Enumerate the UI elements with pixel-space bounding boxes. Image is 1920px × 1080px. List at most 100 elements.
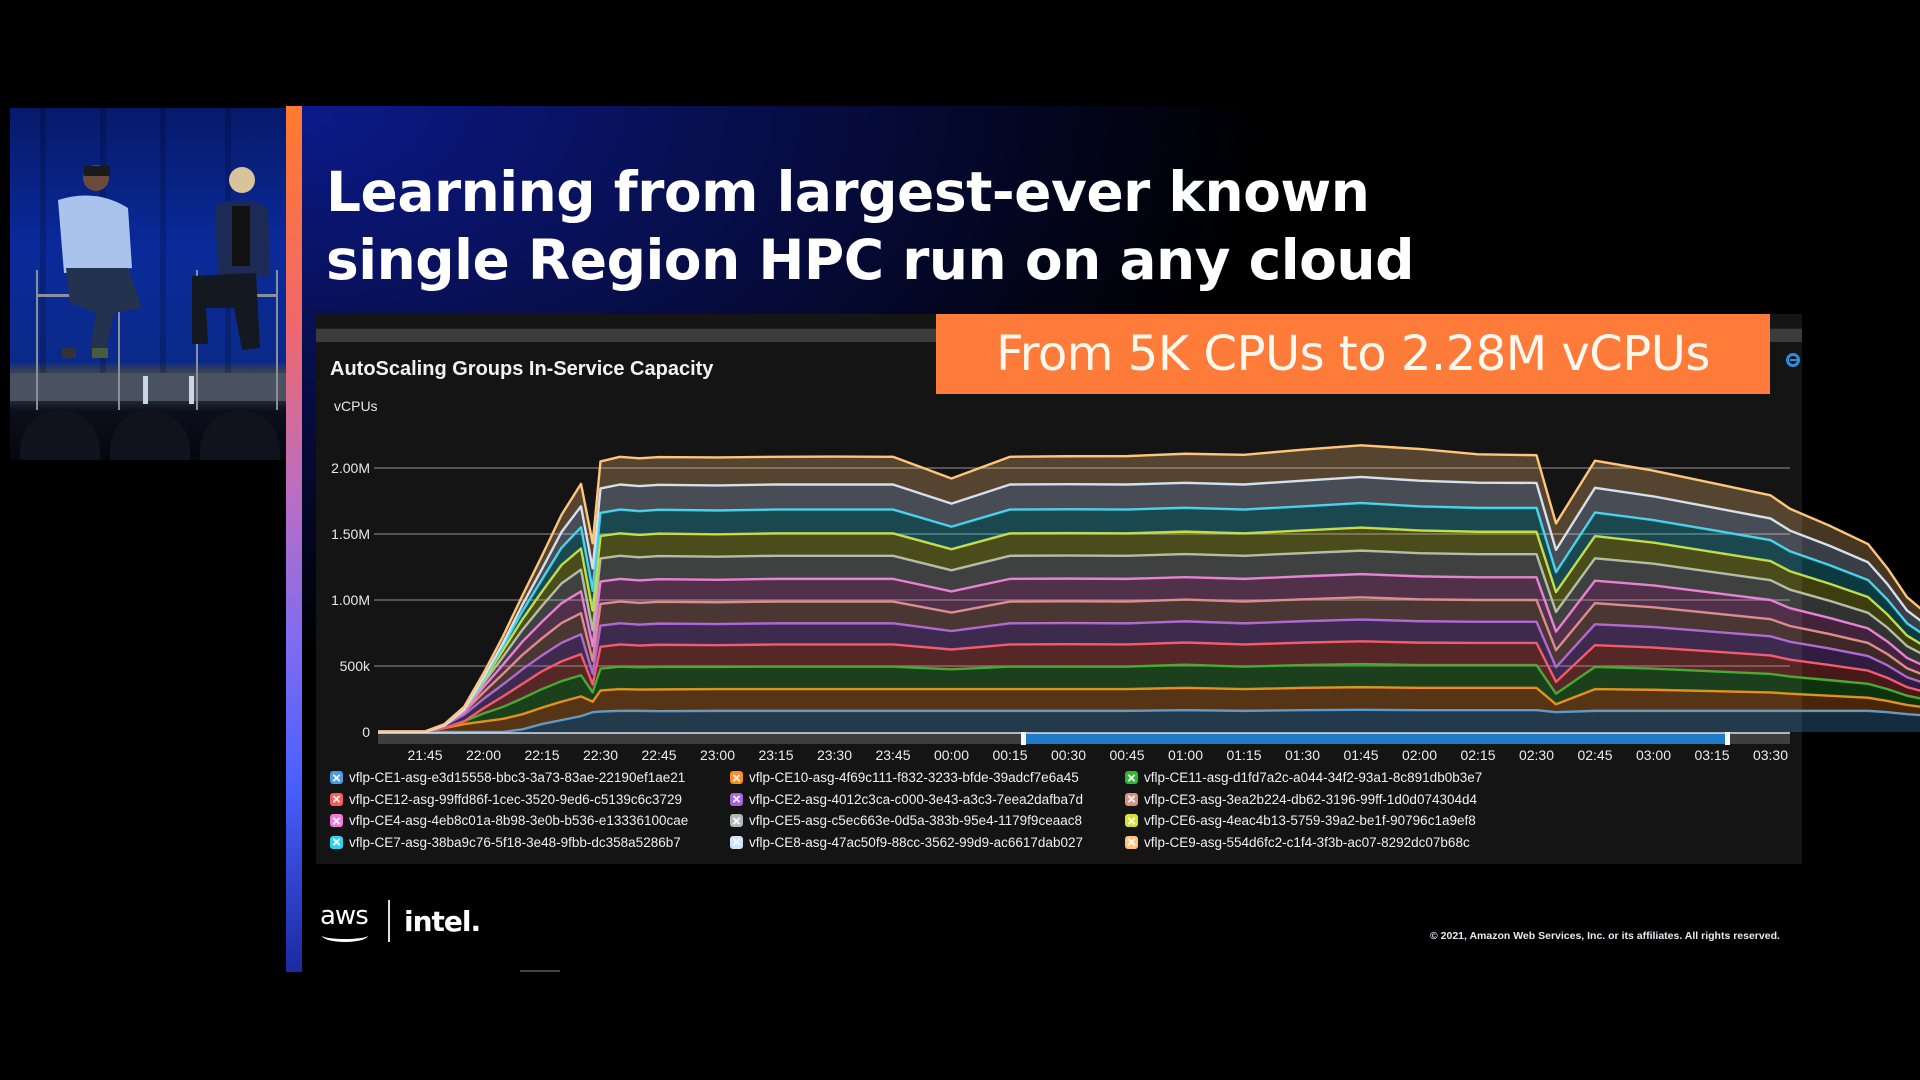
- legend-label: vflp-CE12-asg-99ffd86f-1cec-3520-9ed6-c5…: [349, 791, 682, 807]
- x-tick-label: 01:15: [1226, 747, 1261, 763]
- y-tick-label: 1.00M: [331, 592, 370, 608]
- x-tick-label: 23:45: [875, 747, 910, 763]
- chart-title: AutoScaling Groups In-Service Capacity: [330, 358, 714, 380]
- progress-indicator: [520, 970, 560, 972]
- x-tick-label: 21:45: [407, 747, 442, 763]
- y-tick-label: 500k: [340, 658, 371, 674]
- aws-smile-icon: [322, 929, 368, 942]
- scrubber-handle-right[interactable]: [1725, 732, 1730, 745]
- legend-label: vflp-CE10-asg-4f69c111-f832-3233-bfde-39…: [749, 770, 1079, 785]
- legend-label: vflp-CE11-asg-d1fd7a2c-a044-34f2-93a1-8c…: [1144, 770, 1483, 785]
- x-tick-label: 02:00: [1402, 747, 1437, 763]
- x-tick-label: 03:00: [1636, 747, 1671, 763]
- legend-item[interactable]: vflp-CE9-asg-554d6fc2-c1f4-3f3b-ac07-829…: [1125, 835, 1470, 850]
- legend-toggle-icon[interactable]: [330, 771, 343, 784]
- legend-toggle-icon[interactable]: [330, 792, 343, 806]
- x-tick-label: 22:15: [524, 747, 559, 763]
- scrubber-handle-left[interactable]: [1021, 732, 1026, 745]
- legend-item[interactable]: vflp-CE6-asg-4eac4b13-5759-39a2-be1f-907…: [1125, 813, 1476, 828]
- legend-toggle-icon[interactable]: [1125, 771, 1138, 784]
- x-tick-label: 22:30: [583, 747, 618, 763]
- legend-toggle-icon[interactable]: [330, 835, 343, 849]
- series-line[interactable]: [378, 501, 1920, 734]
- series-line[interactable]: [378, 618, 1920, 734]
- legend-label: vflp-CE1-asg-e3d15558-bbc3-3a73-83ae-221…: [349, 770, 686, 785]
- y-tick-label: 2.00M: [331, 460, 370, 476]
- curtain-fold: [160, 108, 166, 376]
- y-tick-label: 0: [362, 724, 370, 740]
- series-line[interactable]: [378, 640, 1920, 734]
- series-line[interactable]: [378, 685, 1920, 734]
- copyright-notice: © 2021, Amazon Web Services, Inc. or its…: [1430, 930, 1780, 942]
- legend-label: vflp-CE2-asg-4012c3ca-c000-3e43-a3c3-7ee…: [749, 791, 1083, 807]
- legend-item[interactable]: vflp-CE3-asg-3ea2b224-db62-3196-99ff-1d0…: [1125, 792, 1477, 807]
- aws-logo: aws: [320, 901, 372, 942]
- logo-divider: [388, 900, 390, 942]
- legend-item[interactable]: vflp-CE11-asg-d1fd7a2c-a044-34f2-93a1-8c…: [1125, 770, 1482, 785]
- presenter-video-inset: [10, 108, 286, 460]
- x-tick-label: 02:30: [1519, 747, 1554, 763]
- legend-item[interactable]: vflp-CE1-asg-e3d15558-bbc3-3a73-83ae-221…: [330, 770, 685, 785]
- slide-accent-bar: [286, 106, 302, 972]
- legend-label: vflp-CE6-asg-4eac4b13-5759-39a2-be1f-907…: [1144, 813, 1476, 828]
- slide-title: Learning from largest-ever known single …: [326, 158, 1414, 294]
- legend-item[interactable]: vflp-CE4-asg-4eb8c01a-8b98-3e0b-b536-e13…: [330, 813, 688, 828]
- x-tick-label: 23:30: [817, 747, 852, 763]
- series-line[interactable]: [378, 596, 1920, 734]
- legend-toggle-icon[interactable]: [1125, 835, 1138, 849]
- legend-toggle-icon[interactable]: [730, 771, 743, 784]
- x-tick-label: 00:30: [1051, 747, 1086, 763]
- x-tick-label: 00:45: [1109, 747, 1144, 763]
- legend-item[interactable]: vflp-CE7-asg-38ba9c76-5f18-3e48-9fbb-dc3…: [330, 835, 681, 850]
- legend-toggle-icon[interactable]: [730, 792, 743, 806]
- legend-item[interactable]: vflp-CE5-asg-c5ec663e-0d5a-383b-95e4-117…: [730, 813, 1082, 828]
- slide-title-line2: single Region HPC run on any cloud: [326, 228, 1414, 292]
- legend-label: vflp-CE5-asg-c5ec663e-0d5a-383b-95e4-117…: [749, 813, 1082, 828]
- x-tick-label: 22:00: [466, 747, 501, 763]
- timeline-scrubber-selection[interactable]: [1023, 733, 1727, 744]
- legend-toggle-icon[interactable]: [730, 835, 743, 849]
- x-tick-label: 01:30: [1285, 747, 1320, 763]
- x-tick-label: 23:00: [700, 747, 735, 763]
- x-tick-label: 01:00: [1168, 747, 1203, 763]
- x-tick-label: 00:00: [934, 747, 969, 763]
- x-tick-label: 00:15: [992, 747, 1027, 763]
- legend-label: vflp-CE4-asg-4eb8c01a-8b98-3e0b-b536-e13…: [349, 813, 689, 828]
- x-tick-label: 02:15: [1460, 747, 1495, 763]
- legend-item[interactable]: vflp-CE8-asg-47ac50f9-88cc-3562-99d9-ac6…: [730, 835, 1083, 850]
- presenters-illustration: [36, 165, 278, 410]
- legend-label: vflp-CE7-asg-38ba9c76-5f18-3e48-9fbb-dc3…: [349, 834, 681, 850]
- legend-label: vflp-CE3-asg-3ea2b224-db62-3196-99ff-1d0…: [1144, 791, 1478, 807]
- series-line[interactable]: [378, 662, 1920, 734]
- x-tick-label: 03:15: [1694, 747, 1729, 763]
- series-line[interactable]: [378, 444, 1920, 733]
- footer-logos: aws intel.: [320, 896, 481, 946]
- legend-toggle-icon[interactable]: [730, 814, 743, 827]
- series-area: [378, 664, 1920, 732]
- intel-logo: intel.: [404, 904, 481, 938]
- legend-toggle-icon[interactable]: [1125, 814, 1138, 827]
- x-tick-label: 03:30: [1753, 747, 1788, 763]
- series-line[interactable]: [378, 572, 1920, 734]
- series-area: [378, 619, 1920, 732]
- curtain-fold: [40, 108, 46, 376]
- callout-banner: From 5K CPUs to 2.28M vCPUs: [936, 314, 1770, 394]
- legend-toggle-icon[interactable]: [1125, 792, 1138, 806]
- series-area: [378, 687, 1920, 732]
- series-line[interactable]: [378, 549, 1920, 734]
- aws-logo-text: aws: [320, 901, 369, 931]
- series-line[interactable]: [378, 475, 1920, 734]
- legend-item[interactable]: vflp-CE2-asg-4012c3ca-c000-3e43-a3c3-7ee…: [730, 792, 1083, 807]
- refresh-icon[interactable]: [1786, 353, 1800, 367]
- series-line[interactable]: [378, 708, 1920, 734]
- series-line[interactable]: [378, 526, 1920, 734]
- legend-toggle-icon[interactable]: [330, 814, 343, 827]
- slide-title-line1: Learning from largest-ever known: [326, 160, 1370, 224]
- x-tick-label: 01:45: [1343, 747, 1378, 763]
- legend-item[interactable]: vflp-CE12-asg-99ffd86f-1cec-3520-9ed6-c5…: [330, 792, 682, 807]
- series-area: [378, 641, 1920, 732]
- legend-item[interactable]: vflp-CE10-asg-4f69c111-f832-3233-bfde-39…: [730, 770, 1079, 785]
- x-tick-label: 22:45: [641, 747, 676, 763]
- x-tick-label: 02:45: [1577, 747, 1612, 763]
